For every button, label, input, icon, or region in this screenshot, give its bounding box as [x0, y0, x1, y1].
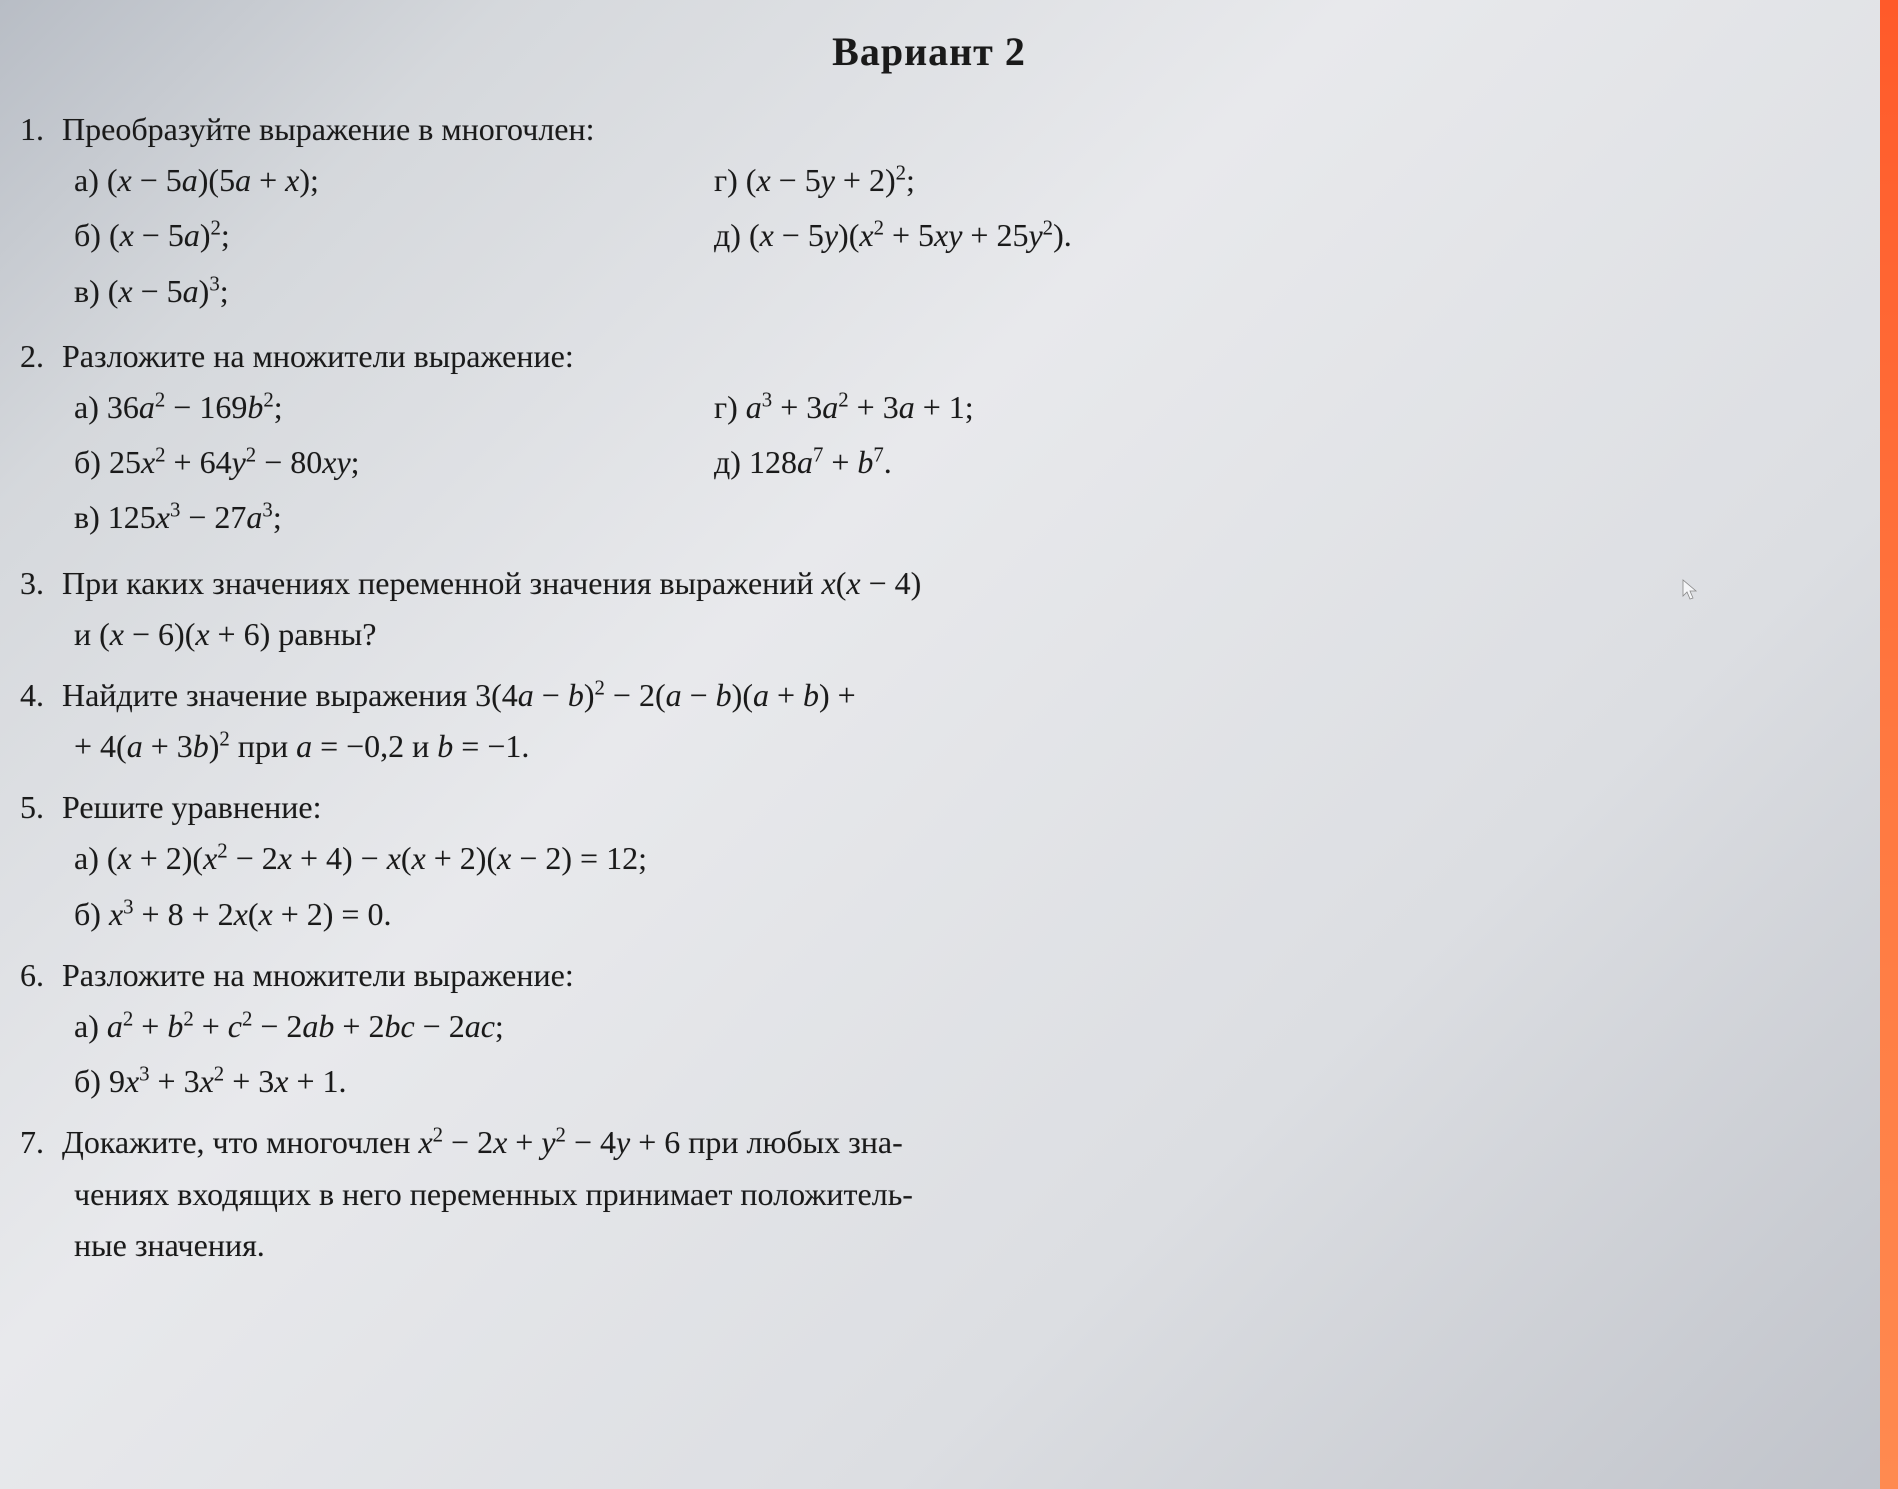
- sub-item: б) 9x3 + 3x2 + 3x + 1.: [74, 1056, 1838, 1107]
- problem-2: 2.Разложите на множители выражение:а) 36…: [20, 331, 1838, 548]
- sub-item: а) 36a2 − 169b2;: [74, 382, 714, 433]
- page-title: Вариант 2: [20, 20, 1838, 84]
- problem-number: 6.: [20, 950, 62, 1001]
- sub-item: в) 125x3 − 27a3;: [74, 492, 714, 543]
- problem-continuation: и (x − 6)(x + 6) равны?: [20, 609, 1838, 660]
- problem-7: 7.Докажите, что многочлен x2 − 2x + y2 −…: [20, 1117, 1838, 1271]
- problem-number: 1.: [20, 104, 62, 155]
- problem-number: 7.: [20, 1117, 62, 1168]
- problem-5: 5.Решите уравнение:а) (x + 2)(x2 − 2x + …: [20, 782, 1838, 940]
- sub-item: б) x3 + 8 + 2x(x + 2) = 0.: [74, 889, 1838, 940]
- problem-number: 3.: [20, 558, 62, 609]
- problem-heading: 3.При каких значениях переменной значени…: [20, 558, 1838, 609]
- sub-column-right: г) a3 + 3a2 + 3a + 1;д) 128a7 + b7.: [714, 382, 974, 548]
- problem-text: Докажите, что многочлен x2 − 2x + y2 − 4…: [62, 1117, 1838, 1168]
- sub-items-full: а) a2 + b2 + c2 − 2ab + 2bc − 2ac;б) 9x3…: [20, 1001, 1838, 1107]
- problem-continuation: + 4(a + 3b)2 при a = −0,2 и b = −1.: [20, 721, 1838, 772]
- sub-items: а) 36a2 − 169b2;б) 25x2 + 64y2 − 80xy;в)…: [20, 382, 1838, 548]
- sub-item: а) (x − 5a)(5a + x);: [74, 155, 714, 206]
- problem-number: 5.: [20, 782, 62, 833]
- problem-3: 3.При каких значениях переменной значени…: [20, 558, 1838, 660]
- sub-items: а) (x − 5a)(5a + x);б) (x − 5a)2;в) (x −…: [20, 155, 1838, 321]
- sub-item: б) (x − 5a)2;: [74, 210, 714, 261]
- sub-column-left: а) 36a2 − 169b2;б) 25x2 + 64y2 − 80xy;в)…: [74, 382, 714, 548]
- problem-text: Найдите значение выражения 3(4a − b)2 − …: [62, 670, 1838, 721]
- problem-heading: 4.Найдите значение выражения 3(4a − b)2 …: [20, 670, 1838, 721]
- page-right-edge: [1880, 0, 1898, 1489]
- problem-heading: 7.Докажите, что многочлен x2 − 2x + y2 −…: [20, 1117, 1838, 1168]
- problem-number: 2.: [20, 331, 62, 382]
- problem-text: Разложите на множители выражение:: [62, 950, 1838, 1001]
- sub-item: д) (x − 5y)(x2 + 5xy + 25y2).: [714, 210, 1072, 261]
- problem-heading: 6.Разложите на множители выражение:: [20, 950, 1838, 1001]
- worksheet-page: Вариант 2 1.Преобразуйте выражение в мно…: [0, 0, 1898, 1489]
- problem-1: 1.Преобразуйте выражение в многочлен:а) …: [20, 104, 1838, 321]
- problem-heading: 5.Решите уравнение:: [20, 782, 1838, 833]
- sub-item: б) 25x2 + 64y2 − 80xy;: [74, 437, 714, 488]
- sub-item: а) (x + 2)(x2 − 2x + 4) − x(x + 2)(x − 2…: [74, 833, 1838, 884]
- problem-continuation-2: ные значения.: [20, 1220, 1838, 1271]
- sub-item: г) (x − 5y + 2)2;: [714, 155, 1072, 206]
- sub-item: в) (x − 5a)3;: [74, 266, 714, 317]
- problem-heading: 2.Разложите на множители выражение:: [20, 331, 1838, 382]
- problem-text: При каких значениях переменной значения …: [62, 558, 1838, 609]
- problem-6: 6.Разложите на множители выражение:а) a2…: [20, 950, 1838, 1108]
- sub-item: д) 128a7 + b7.: [714, 437, 974, 488]
- problem-number: 4.: [20, 670, 62, 721]
- problems-list: 1.Преобразуйте выражение в многочлен:а) …: [20, 104, 1838, 1271]
- sub-items-full: а) (x + 2)(x2 − 2x + 4) − x(x + 2)(x − 2…: [20, 833, 1838, 939]
- problem-text: Решите уравнение:: [62, 782, 1838, 833]
- problem-text: Разложите на множители выражение:: [62, 331, 1838, 382]
- sub-column-left: а) (x − 5a)(5a + x);б) (x − 5a)2;в) (x −…: [74, 155, 714, 321]
- problem-continuation: чениях входящих в него переменных приним…: [20, 1169, 1838, 1220]
- problem-4: 4.Найдите значение выражения 3(4a − b)2 …: [20, 670, 1838, 772]
- problem-heading: 1.Преобразуйте выражение в многочлен:: [20, 104, 1838, 155]
- problem-text: Преобразуйте выражение в многочлен:: [62, 104, 1838, 155]
- sub-item: г) a3 + 3a2 + 3a + 1;: [714, 382, 974, 433]
- sub-item: а) a2 + b2 + c2 − 2ab + 2bc − 2ac;: [74, 1001, 1838, 1052]
- sub-column-right: г) (x − 5y + 2)2;д) (x − 5y)(x2 + 5xy + …: [714, 155, 1072, 321]
